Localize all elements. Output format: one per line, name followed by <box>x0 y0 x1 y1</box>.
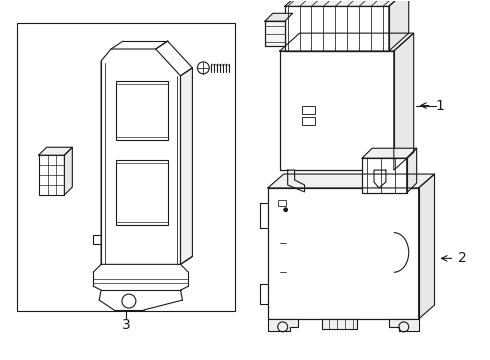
Circle shape <box>284 208 288 212</box>
Polygon shape <box>268 174 435 188</box>
Bar <box>268 188 418 319</box>
Bar <box>285 6 389 51</box>
Text: 3: 3 <box>122 318 130 332</box>
Bar <box>280 51 394 170</box>
Polygon shape <box>285 0 409 6</box>
Polygon shape <box>418 174 435 319</box>
Polygon shape <box>322 319 357 329</box>
Polygon shape <box>394 33 414 170</box>
Polygon shape <box>389 0 409 51</box>
Bar <box>17 23 235 311</box>
Bar <box>39 155 64 195</box>
Bar <box>362 158 407 193</box>
Polygon shape <box>374 170 386 188</box>
Bar <box>301 105 316 113</box>
Polygon shape <box>389 319 418 331</box>
Polygon shape <box>268 319 297 331</box>
Bar <box>278 200 286 206</box>
Bar <box>116 160 168 225</box>
Text: 1: 1 <box>436 99 444 113</box>
Polygon shape <box>288 170 305 192</box>
Bar <box>301 117 316 125</box>
Text: 2: 2 <box>458 251 467 265</box>
Polygon shape <box>280 33 414 51</box>
Polygon shape <box>39 147 73 155</box>
Polygon shape <box>265 13 293 21</box>
Bar <box>268 188 418 319</box>
Bar <box>116 81 168 140</box>
Bar <box>280 51 394 170</box>
Polygon shape <box>180 68 193 264</box>
Bar <box>285 6 389 51</box>
Bar <box>362 158 407 193</box>
Polygon shape <box>265 21 285 46</box>
Bar <box>265 21 285 46</box>
Polygon shape <box>407 148 416 193</box>
Polygon shape <box>362 148 416 158</box>
Polygon shape <box>64 147 73 195</box>
